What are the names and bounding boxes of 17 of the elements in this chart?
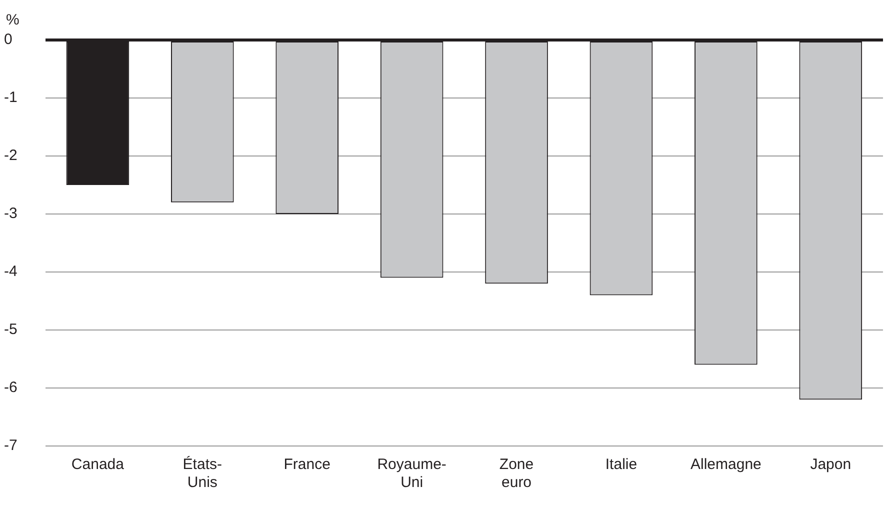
- x-tick-label: États-Unis: [182, 455, 222, 492]
- x-tick-label: Royaume-Uni: [377, 456, 446, 492]
- y-tick-label: 0: [4, 31, 12, 48]
- x-tick-label: Zone euro: [499, 456, 534, 492]
- y-tick-label: -7: [4, 437, 18, 454]
- y-tick-label: -2: [4, 147, 18, 164]
- x-tick-label: Japon: [810, 456, 852, 474]
- y-tick-label: -4: [4, 263, 18, 280]
- y-tick-label: -6: [4, 379, 18, 396]
- y-tick-label: -1: [4, 89, 18, 106]
- x-tick-label: Allemagne: [690, 456, 762, 474]
- y-axis-title: %: [6, 12, 20, 29]
- y-tick-label: -5: [4, 321, 18, 338]
- x-tick-label: Canada: [71, 456, 125, 474]
- x-tick-label: France: [284, 456, 330, 474]
- x-tick-label: Italie: [605, 456, 638, 474]
- y-tick-label: -3: [4, 205, 18, 222]
